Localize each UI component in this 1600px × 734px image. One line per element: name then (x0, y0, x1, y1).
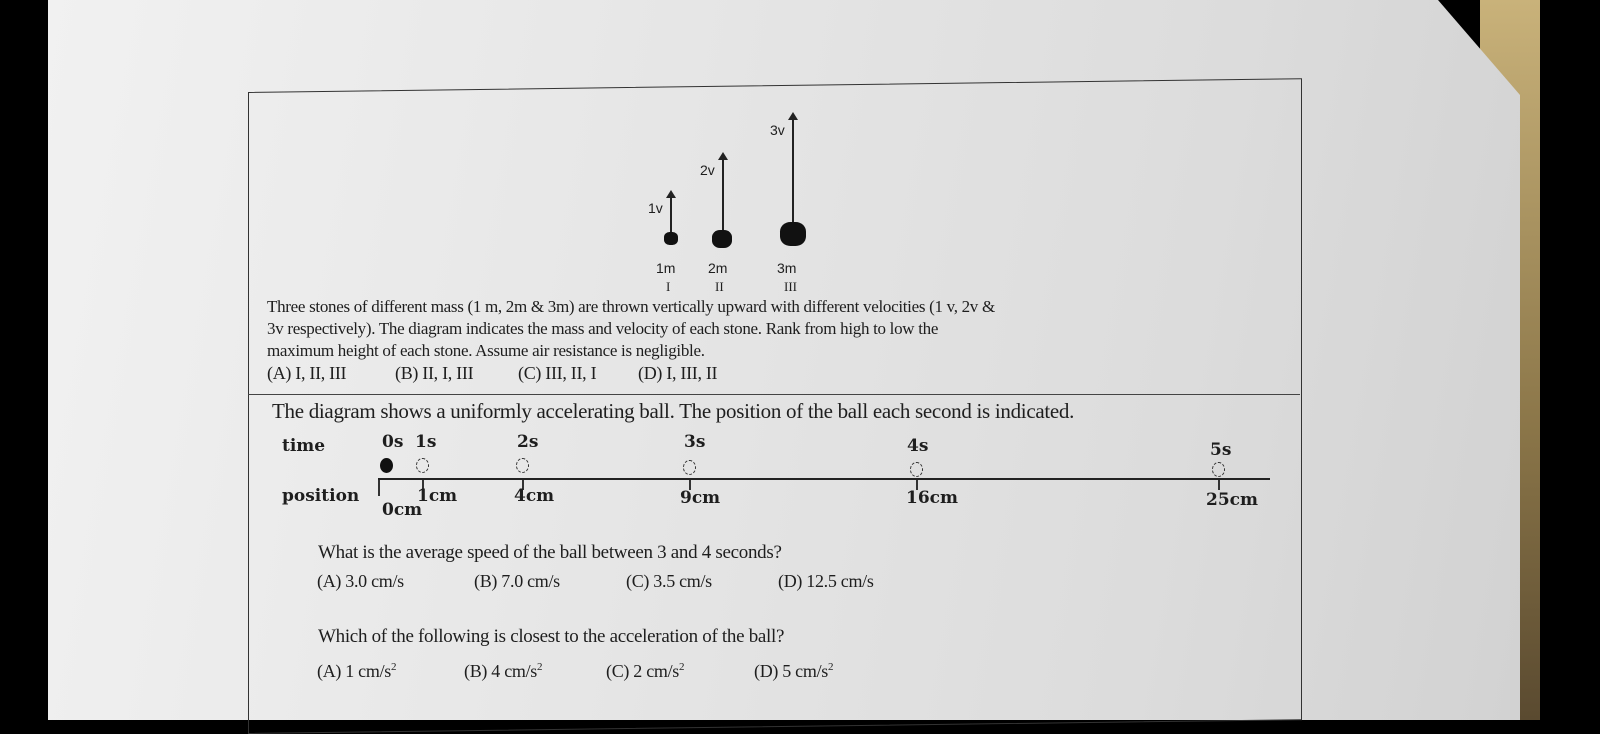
exponent: 2 (827, 661, 834, 673)
ball-4s (910, 462, 923, 477)
velocity-label-1: 1v (648, 200, 663, 216)
tick-3 (689, 480, 691, 490)
exponent: 2 (679, 661, 685, 673)
ball-2s (516, 458, 529, 473)
q2b-option-c: (C) 2 cm/s2 (606, 656, 685, 682)
velocity-arrow-2 (718, 152, 728, 232)
stone-2 (712, 230, 732, 248)
question-divider (248, 394, 1300, 395)
q1-option-c: (C) III, II, I (518, 363, 597, 383)
q2a-question: What is the average speed of the ball be… (318, 542, 782, 563)
stone-3 (780, 222, 806, 246)
q1-text-line3: maximum height of each stone. Assume air… (267, 341, 705, 360)
ball-start (380, 458, 393, 473)
tick-5 (1218, 480, 1220, 490)
q2b-option-a: (A) 1 cm/s2 (317, 656, 396, 682)
time-4: 4s (907, 436, 929, 456)
time-0: 0s (382, 432, 404, 452)
time-2: 2s (517, 432, 539, 452)
mass-label-2: 2m (708, 260, 728, 276)
q2b-question: Which of the following is closest to the… (318, 626, 785, 647)
q2b-option-b-text: (B) 4 cm/s (464, 661, 537, 681)
q2b-option-a-text: (A) 1 cm/s (317, 661, 391, 681)
q1-option-a: (A) I, II, III (267, 363, 347, 383)
q2a-option-a: (A) 3.0 cm/s (317, 571, 404, 591)
q2b-option-d: (D) 5 cm/s2 (754, 656, 833, 682)
q2a-option-b: (B) 7.0 cm/s (474, 571, 560, 591)
roman-label-3: III (784, 279, 797, 294)
q1-option-b: (B) II, I, III (395, 363, 474, 383)
mass-label-3: 3m (777, 260, 797, 276)
paper-sheet (48, 0, 1520, 720)
time-1: 1s (415, 432, 437, 452)
position-3: 9cm (680, 488, 721, 508)
time-5: 5s (1210, 440, 1232, 460)
position-axis (378, 478, 1270, 480)
velocity-arrow-3 (788, 112, 798, 226)
position-2: 4cm (514, 486, 555, 506)
mass-label-1: 1m (656, 260, 676, 276)
position-label: position (282, 486, 360, 506)
position-5: 25cm (1206, 490, 1258, 510)
q2a-option-d: (D) 12.5 cm/s (778, 571, 874, 591)
position-4: 16cm (906, 488, 958, 508)
tick-4 (916, 480, 918, 490)
velocity-label-2: 2v (700, 162, 715, 178)
velocity-arrow-1 (666, 190, 676, 232)
tick-1 (422, 480, 424, 490)
q2a-option-c: (C) 3.5 cm/s (626, 571, 712, 591)
stone-1 (664, 232, 678, 245)
roman-label-2: II (715, 279, 724, 294)
roman-label-1: I (666, 279, 671, 294)
exponent: 2 (390, 661, 397, 673)
tick-0 (378, 480, 380, 496)
q1-option-d: (D) I, III, II (638, 363, 718, 383)
velocity-label-3: 3v (770, 122, 785, 138)
q1-text-line1: Three stones of different mass (1 m, 2m … (267, 297, 995, 316)
q2b-option-d-text: (D) 5 cm/s (754, 661, 828, 681)
q2-intro: The diagram shows a uniformly accelerati… (272, 399, 1075, 423)
q2b-option-b: (B) 4 cm/s2 (464, 656, 543, 682)
position-1: 1cm (417, 486, 458, 506)
exponent: 2 (537, 661, 543, 673)
time-3: 3s (684, 432, 706, 452)
ball-3s (683, 460, 696, 475)
q2b-option-c-text: (C) 2 cm/s (606, 661, 679, 681)
ball-1s (416, 458, 429, 473)
q1-text-line2: 3v respectively). The diagram indicates … (267, 319, 939, 338)
position-0: 0cm (382, 500, 423, 520)
tick-2 (522, 480, 524, 490)
time-label: time (282, 436, 326, 456)
ball-5s (1212, 462, 1225, 477)
